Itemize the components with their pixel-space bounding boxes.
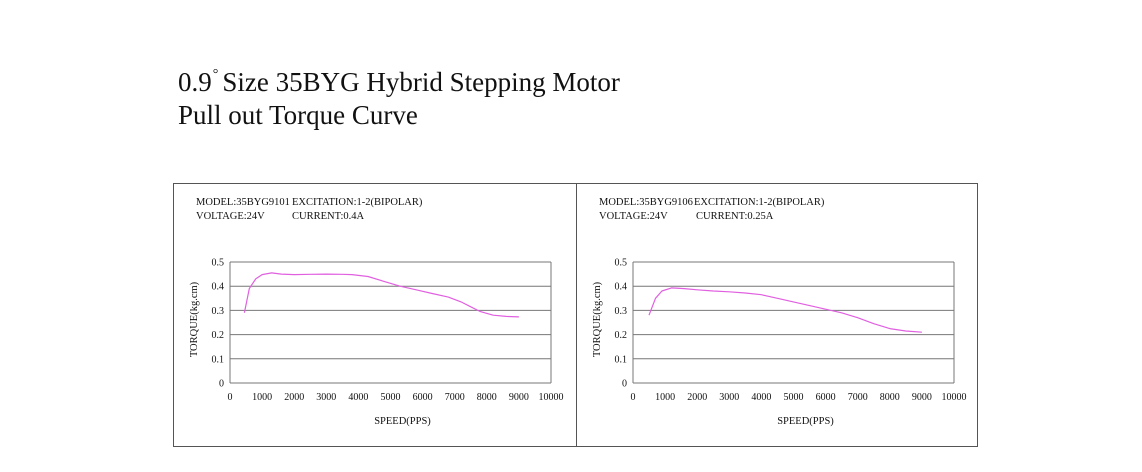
x-tick-label: 6000	[413, 392, 433, 403]
x-tick-label: 0	[631, 392, 636, 403]
y-tick-label: 0.2	[212, 330, 225, 341]
x-tick-label: 1000	[655, 392, 675, 403]
torque-chart-right: 0 0.1 0.2 0.3 0.4 0.5 0 1000 2000 3000 4000 5000 600…	[592, 258, 967, 428]
x-tick-label: 10000	[539, 392, 564, 403]
x-tick-label: 4000	[348, 392, 368, 403]
title-number: 0.9	[178, 67, 212, 97]
x-tick-label: 10000	[942, 392, 967, 403]
y-axis-label: TORQUE(kg.cm)	[592, 281, 603, 357]
y-tick-label: 0	[622, 379, 627, 390]
x-tick-label: 2000	[687, 392, 707, 403]
y-tick-label: 0.4	[212, 282, 225, 293]
y-tick-label: 0.1	[615, 354, 628, 365]
y-tick-label: 0.3	[212, 306, 225, 317]
x-axis-label: SPEED(PPS)	[777, 416, 834, 427]
x-tick-label: 3000	[719, 392, 739, 403]
x-tick-label: 5000	[381, 392, 401, 403]
y-tick-label: 0.5	[615, 258, 628, 269]
title-text: Size 35BYG Hybrid Stepping Motor	[222, 67, 620, 97]
x-tick-label: 4000	[751, 392, 771, 403]
current-label: CURRENT:0.25A	[696, 211, 774, 222]
y-tick-label: 0.4	[615, 282, 628, 293]
excitation-label: EXCITATION:1-2(BIPOLAR)	[292, 197, 423, 208]
x-tick-label: 7000	[445, 392, 465, 403]
model-label: MODEL:35BYG9101	[196, 197, 290, 208]
x-tick-label: 7000	[848, 392, 868, 403]
y-tick-label: 0.5	[212, 258, 225, 269]
voltage-label: VOLTAGE:24V	[599, 211, 668, 222]
x-tick-label: 1000	[252, 392, 272, 403]
y-tick-label: 0.3	[615, 306, 628, 317]
voltage-label: VOLTAGE:24V	[196, 211, 265, 222]
current-label: CURRENT:0.4A	[292, 211, 365, 222]
x-tick-label: 2000	[284, 392, 304, 403]
page-subtitle: Pull out Torque Curve	[178, 100, 418, 130]
x-tick-label: 9000	[509, 392, 529, 403]
page-title: 0.9° Size 35BYG Hybrid Stepping Motor	[178, 58, 620, 99]
torque-curve-line	[243, 272, 519, 318]
x-tick-label: 6000	[816, 392, 836, 403]
model-label: MODEL:35BYG9106	[599, 197, 693, 208]
chart-panel-left: MODEL:35BYG9101 EXCITATION:1-2(BIPOLAR) …	[173, 183, 577, 447]
excitation-label: EXCITATION:1-2(BIPOLAR)	[694, 197, 825, 208]
title-block: 0.9° Size 35BYG Hybrid Stepping Motor Pul…	[178, 58, 620, 132]
y-axis-label: TORQUE(kg.cm)	[189, 281, 200, 357]
torque-chart-left: 0 0.1 0.2 0.3 0.4 0.5 0 1000 2000 3000 4000 5000 600…	[189, 258, 564, 428]
y-tick-label: 0.2	[615, 330, 628, 341]
x-tick-label: 8000	[880, 392, 900, 403]
x-tick-label: 5000	[784, 392, 804, 403]
x-tick-label: 9000	[912, 392, 932, 403]
y-tick-label: 0.1	[212, 354, 225, 365]
y-tick-label: 0	[219, 379, 224, 390]
x-tick-label: 0	[228, 392, 233, 403]
x-tick-label: 3000	[316, 392, 336, 403]
x-tick-label: 8000	[477, 392, 497, 403]
degree-symbol: °	[212, 67, 219, 82]
x-axis-label: SPEED(PPS)	[374, 416, 431, 427]
chart-panel-right: MODEL:35BYG9106 EXCITATION:1-2(BIPOLAR) …	[576, 183, 978, 447]
torque-curve-line	[648, 287, 922, 333]
